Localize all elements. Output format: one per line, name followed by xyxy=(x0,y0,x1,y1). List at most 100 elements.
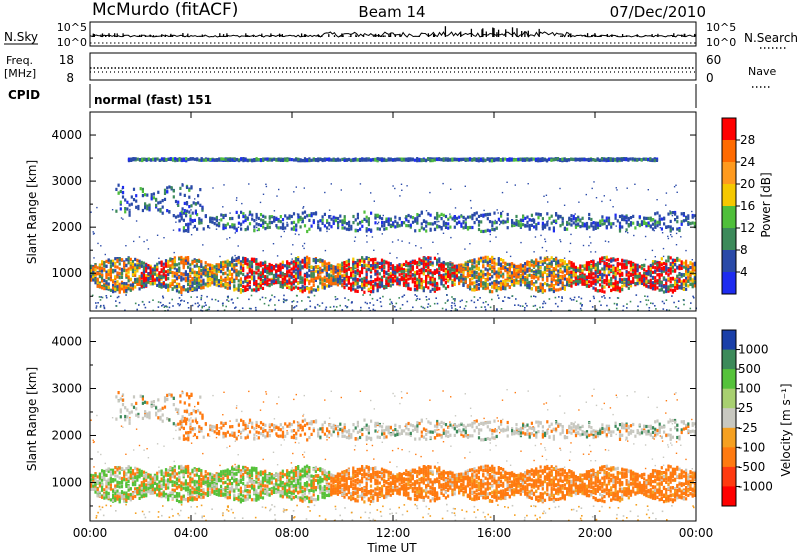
power-echo-cell xyxy=(402,268,406,272)
power-echo-cell xyxy=(248,265,251,269)
power-echo-cell xyxy=(674,218,677,222)
power-echo-cell xyxy=(255,215,258,219)
power-echo-cell xyxy=(114,275,117,279)
power-echo-cell xyxy=(339,271,342,276)
power-echo-cell xyxy=(473,272,476,277)
power-echo-cell xyxy=(321,221,324,225)
power-echo-cell xyxy=(442,213,445,217)
power-echo-cell xyxy=(352,266,355,270)
power-echo-cell xyxy=(350,282,353,286)
power-echo-cell xyxy=(376,272,379,276)
power-echo-cell xyxy=(572,265,575,269)
power-echo-cell xyxy=(98,272,101,276)
power-echo-cell xyxy=(418,283,421,287)
power-echo-cell xyxy=(144,202,147,206)
power-echo-cell xyxy=(543,281,547,286)
power-echo-cell xyxy=(306,263,309,267)
power-echo-cell xyxy=(488,290,492,294)
power-echo-cell xyxy=(356,268,359,272)
power-echo-cell xyxy=(306,214,309,218)
power-echo-cell xyxy=(200,286,203,290)
power-echo-cell xyxy=(125,275,128,279)
power-echo-cell xyxy=(392,222,395,226)
power-echo-cell xyxy=(369,290,373,294)
power-echo-cell xyxy=(449,270,452,274)
power-echo-cell xyxy=(484,213,487,217)
power-echo-cell xyxy=(570,266,573,270)
power-echo-cell xyxy=(486,277,489,281)
power-echo-cell xyxy=(546,223,549,227)
power-echo-cell xyxy=(233,280,236,284)
power-echo-cell xyxy=(550,288,553,292)
power-echo-cell xyxy=(678,258,681,262)
power-echo-cell xyxy=(112,284,115,288)
power-echo-cell xyxy=(380,258,384,262)
power-echo-cell xyxy=(96,266,99,270)
power-echo-cell xyxy=(286,223,289,227)
power-echo-cell xyxy=(127,279,130,283)
power-echo-cell xyxy=(539,266,542,270)
power-echo-cell xyxy=(347,267,350,271)
power-echo-cell xyxy=(266,280,269,284)
power-echo-cell xyxy=(462,263,465,267)
power-echo-cell xyxy=(667,287,670,291)
nsky-panel xyxy=(89,21,697,47)
power-echo-cell xyxy=(599,289,602,293)
power-echo-cell xyxy=(581,282,584,286)
power-echo-cell xyxy=(372,290,375,294)
power-echo-cell xyxy=(248,286,251,290)
power-echo-cell xyxy=(499,270,503,274)
power-echo-cell xyxy=(506,274,509,278)
power-echo-cell xyxy=(471,270,474,274)
power-echo-cell xyxy=(343,217,346,222)
power-echo-cell xyxy=(499,283,503,287)
power-echo-cell xyxy=(500,220,503,224)
power-echo-cell xyxy=(376,282,379,286)
power-echo-cell xyxy=(453,278,456,282)
power-echo-cell xyxy=(526,278,529,282)
cpid-label: CPID xyxy=(8,88,40,102)
power-echo-cell xyxy=(281,271,284,275)
power-echo-cell xyxy=(480,282,483,286)
power-echo-cell xyxy=(147,266,150,270)
nsearch-top-label: 10^5 xyxy=(706,21,736,34)
power-echo-cell xyxy=(475,266,478,271)
power-echo-cell xyxy=(325,273,328,277)
power-echo-cell xyxy=(482,270,485,274)
power-echo-cell xyxy=(180,290,183,294)
power-echo-cell xyxy=(136,277,139,281)
power-echo-cell xyxy=(413,288,417,292)
power-echo-cell xyxy=(198,158,201,162)
power-echo-cell xyxy=(440,275,443,279)
power-echo-cell xyxy=(264,220,267,224)
power-echo-cell xyxy=(323,282,326,286)
power-echo-cell xyxy=(416,216,419,220)
power-echo-cell xyxy=(105,264,108,268)
power-echo-cell xyxy=(535,261,538,265)
power-echo-cell xyxy=(105,275,108,279)
power-echo-cell xyxy=(442,275,445,279)
power-echo-cell xyxy=(654,269,657,273)
power-echo-cell xyxy=(134,257,137,261)
power-echo-cell xyxy=(109,267,112,271)
power-echo-cell xyxy=(336,274,339,278)
power-echo-cell xyxy=(385,260,388,264)
nsky-label: N.Sky xyxy=(4,30,38,44)
power-echo-cell xyxy=(352,262,355,266)
power-echo-cell xyxy=(522,223,525,227)
power-echo-cell xyxy=(270,270,273,274)
power-echo-cell xyxy=(385,219,388,223)
power-echo-cell xyxy=(215,275,218,279)
power-echo-cell xyxy=(506,277,509,281)
power-echo-cell xyxy=(451,283,454,287)
power-echo-cell xyxy=(471,281,474,285)
power-echo-cell xyxy=(574,225,578,229)
power-echo-cell xyxy=(526,276,529,280)
power-echo-cell xyxy=(325,279,328,283)
power-echo-cell xyxy=(460,273,463,277)
power-echo-cell xyxy=(347,280,350,284)
power-echo-cell xyxy=(345,222,348,226)
power-echo-cell xyxy=(550,260,553,264)
power-echo-cell xyxy=(178,282,181,286)
power-echo-cell xyxy=(640,222,644,227)
